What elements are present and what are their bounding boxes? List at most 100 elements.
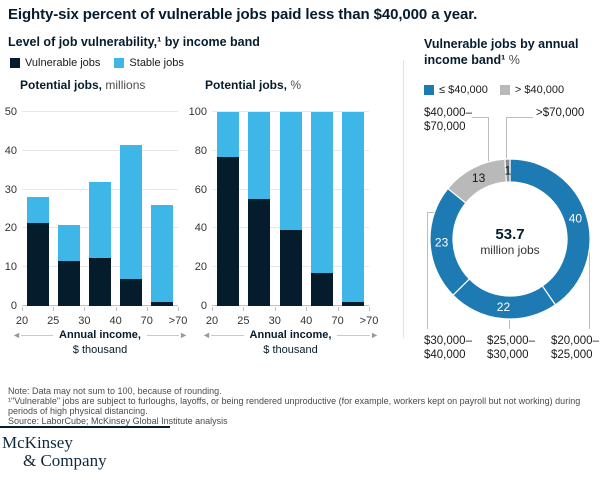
note-rounding: Note: Data may not sum to 100, because o… — [8, 386, 222, 396]
gridline — [212, 111, 369, 112]
x-tick-label: 20 — [205, 315, 219, 327]
y-tick-label: 60 — [194, 183, 207, 196]
chart-millions-y-axis: 0 10 20 30 40 50 — [0, 106, 17, 312]
leader-line — [506, 117, 507, 158]
donut-legend: ≤ $40,000 > $40,000 — [424, 84, 564, 96]
chart-percent-plot — [212, 111, 370, 311]
chart-percent-axis-unit: $ thousand — [263, 344, 318, 356]
vulnerable-segment — [279, 230, 302, 306]
stacked-bar-25–30 — [248, 112, 271, 306]
y-tick-label: 80 — [194, 144, 207, 157]
stable-segment — [89, 181, 111, 258]
x-tick-label: >70 — [359, 315, 379, 327]
legend-item-stable: Stable jobs — [114, 57, 184, 69]
vulnerable-segment — [342, 302, 365, 306]
logo-divider — [0, 426, 170, 428]
donut-segment-value: 23 — [435, 235, 449, 249]
vulnerable-segment — [310, 273, 333, 306]
x-tick-label: 40 — [109, 315, 122, 327]
y-tick-label: 40 — [4, 144, 17, 157]
stacked-bar-40–70 — [310, 112, 333, 306]
callout-25-30k: $25,000– $30,000 — [487, 335, 535, 361]
stacked-bar->70 — [342, 112, 365, 306]
donut-segment-40 — [509, 158, 591, 306]
tick-mark — [178, 307, 179, 311]
note-definition: ¹"Vulnerable" jobs are subject to furlou… — [8, 396, 581, 416]
y-tick-label: 40 — [194, 222, 207, 235]
donut-center-label: million jobs — [480, 243, 540, 257]
x-tick-label: >70 — [168, 315, 188, 327]
x-tick-label: 25 — [47, 315, 60, 327]
x-tick-label: 30 — [78, 315, 91, 327]
tick-mark — [243, 307, 245, 311]
tick-mark — [22, 307, 23, 311]
stable-segment — [216, 112, 239, 157]
gridline — [22, 111, 178, 112]
chart-percent-axis-caption: ◄ Annual income, ► — [202, 329, 379, 341]
x-tick-label: 70 — [331, 315, 344, 327]
chart-percent-title: Potential jobs, % — [205, 78, 302, 92]
mckinsey-logo: McKinsey & Company — [2, 433, 107, 470]
y-tick-label: 20 — [4, 222, 17, 235]
leader-line — [427, 212, 435, 213]
y-tick-label: 30 — [4, 183, 17, 196]
arrow-right-icon: ► — [370, 329, 379, 340]
leader-line — [488, 117, 489, 162]
donut-center-value: 53.7 — [495, 226, 525, 243]
legend-label-under-40k: ≤ $40,000 — [439, 84, 488, 96]
note-source: Source: LaborCube; McKinsey Global Insti… — [8, 415, 228, 426]
stable-segment — [248, 112, 271, 200]
callout-30-40k: $30,000– $40,000 — [424, 335, 472, 361]
tick-mark — [369, 307, 370, 311]
donut-segment-value: 13 — [472, 171, 486, 185]
stacked-bar->70 — [151, 205, 174, 306]
tick-mark — [146, 307, 148, 311]
chart-percent-x-axis: 20 25 30 40 70 >70 — [206, 315, 378, 329]
y-tick-label: 100 — [188, 106, 207, 118]
stable-segment — [342, 112, 365, 303]
vulnerable-segment — [26, 222, 49, 306]
donut-segment-value: 1 — [504, 164, 511, 178]
stacked-bar-30–40 — [279, 112, 302, 306]
vulnerable-segment — [89, 257, 111, 306]
vulnerable-segment — [151, 302, 174, 306]
stacked-bar-20–25 — [26, 197, 49, 306]
stable-segment — [120, 144, 143, 279]
vulnerable-segment — [216, 156, 239, 306]
callout-40-70k: $40,000– $70,000 — [424, 107, 472, 133]
arrow-left-icon: ◄ — [202, 329, 211, 340]
left-legend: Vulnerable jobs Stable jobs — [10, 57, 184, 69]
tick-mark — [115, 307, 117, 311]
donut-segment-value: 40 — [569, 212, 583, 226]
y-tick-label: 0 — [10, 300, 17, 312]
legend-label-stable: Stable jobs — [129, 57, 184, 69]
tick-mark — [212, 307, 213, 311]
stacked-bar-25–30 — [57, 224, 80, 306]
chart-millions-x-axis: 20 25 30 40 70 >70 — [16, 315, 187, 329]
stacked-bar-20–25 — [216, 112, 239, 306]
leader-line — [427, 212, 428, 329]
tick-mark — [84, 307, 86, 311]
tick-mark — [53, 307, 55, 311]
x-tick-label: 25 — [237, 315, 250, 327]
left-section-header: Level of job vulnerability,¹ by income b… — [8, 35, 260, 49]
vulnerable-swatch — [10, 58, 20, 68]
gridline — [22, 149, 178, 151]
x-tick-label: 20 — [15, 315, 29, 327]
legend-label-over-40k: > $40,000 — [514, 84, 565, 96]
legend-item-vulnerable: Vulnerable jobs — [10, 57, 100, 69]
vulnerable-segment — [57, 261, 80, 306]
chart-millions-axis-caption: ◄ Annual income, ► — [12, 329, 188, 341]
x-tick-label: 70 — [140, 315, 153, 327]
leader-line — [589, 250, 590, 329]
leader-line — [509, 320, 510, 329]
legend-item-under-40k: ≤ $40,000 — [424, 84, 488, 96]
leader-line — [472, 117, 489, 118]
y-tick-label: 10 — [4, 261, 17, 274]
y-tick-label: 20 — [194, 261, 207, 274]
stacked-bar-30–40 — [89, 181, 111, 306]
donut-segment-1 — [504, 158, 511, 183]
donut-chart: 40 22 23 13 1 — [429, 158, 591, 320]
arrow-left-icon: ◄ — [12, 329, 21, 340]
